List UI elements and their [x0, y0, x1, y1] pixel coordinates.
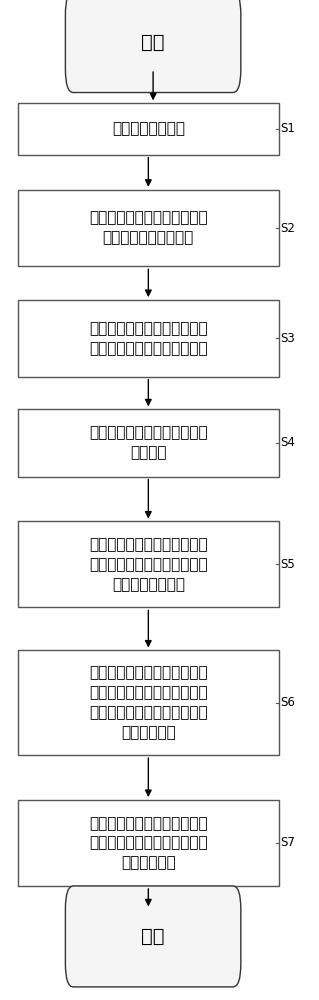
Text: S5: S5	[281, 558, 295, 571]
Bar	[18, 650, 279, 755]
Bar	[18, 800, 279, 886]
Text: 开始: 开始	[141, 33, 165, 52]
Text: 对所述辅助矢量进行加权最小
二乘求解: 对所述辅助矢量进行加权最小 二乘求解	[89, 426, 208, 460]
Text: S1: S1	[281, 122, 296, 135]
Bar	[18, 190, 279, 266]
Text: S6: S6	[281, 696, 296, 709]
Text: S3: S3	[281, 332, 295, 345]
Bar	[18, 103, 279, 155]
Text: S7: S7	[281, 836, 296, 849]
Text: 利用凸半正定规划优化求解辅
助矢量和辅助矢量转置的变量
的值，并通过特征值分解得到
辅助矢量的值: 利用凸半正定规划优化求解辅 助矢量和辅助矢量转置的变量 的值，并通过特征值分解得…	[89, 666, 208, 740]
Bar	[18, 521, 279, 607]
FancyBboxPatch shape	[65, 0, 241, 93]
Text: S2: S2	[281, 222, 296, 235]
FancyBboxPatch shape	[65, 886, 241, 987]
Text: 引入辅助矢量，将距离差定位
方程转化为约束最小二乘问题: 引入辅助矢量，将距离差定位 方程转化为约束最小二乘问题	[89, 321, 208, 356]
Text: 对信号源位置即待定位的目标
位置进行最大似然估计: 对信号源位置即待定位的目标 位置进行最大似然估计	[89, 211, 208, 245]
Text: 利用加权最小二乘解算的辅助
矢量初始估计松弛等式约束，
构造新的代价函数: 利用加权最小二乘解算的辅助 矢量初始估计松弛等式约束， 构造新的代价函数	[89, 537, 208, 592]
Text: 构建时差定位方程: 构建时差定位方程	[112, 121, 185, 136]
Text: S4: S4	[281, 436, 296, 449]
Text: 根据求得的辅助矢量的值与信
号源位置之间的关系获取信号
源的位置信息: 根据求得的辅助矢量的值与信 号源位置之间的关系获取信号 源的位置信息	[89, 816, 208, 870]
Bar	[18, 300, 279, 377]
Bar	[18, 409, 279, 477]
Text: 结束: 结束	[141, 927, 165, 946]
